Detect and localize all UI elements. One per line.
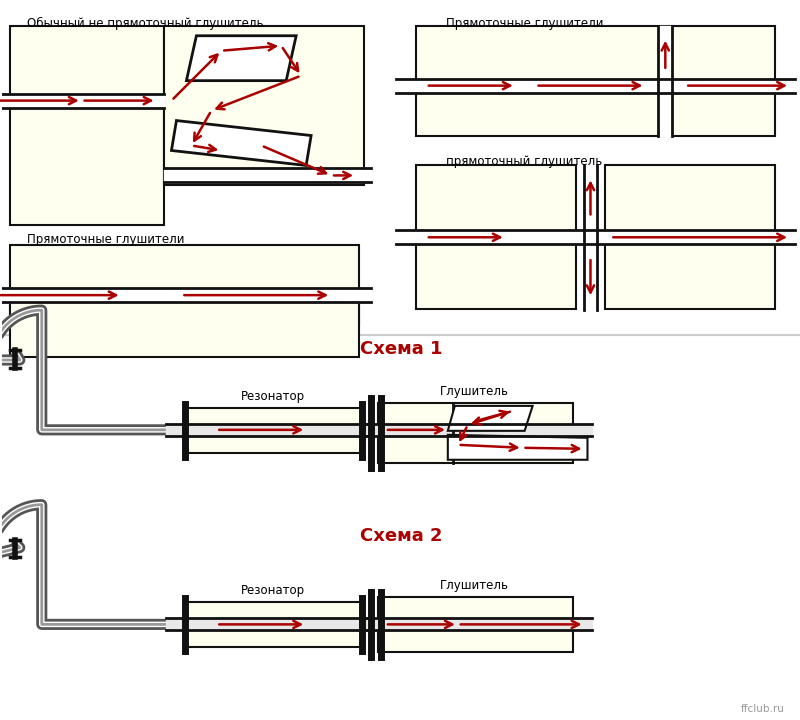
Bar [416,240,575,309]
Polygon shape [186,36,296,81]
Text: Схема 1: Схема 1 [360,340,442,358]
Polygon shape [448,406,533,431]
Bar [606,166,775,234]
Bar [165,26,364,186]
Text: Прямоточные глушители: Прямоточные глушители [446,17,603,30]
Text: Глушитель: Глушитель [440,580,510,593]
Text: Резонатор: Резонатор [241,390,306,403]
Bar [10,26,165,225]
Text: Резонатор: Резонатор [241,585,306,598]
Bar [378,598,573,652]
Text: ffclub.ru: ffclub.ru [741,704,785,714]
Polygon shape [171,120,311,166]
Bar [10,246,359,325]
Text: Обычный не прямоточный глушитель: Обычный не прямоточный глушитель [26,17,263,30]
Bar [186,408,361,453]
Bar [416,166,575,234]
Bar [606,240,775,309]
Text: прямоточный глушитель: прямоточный глушитель [446,156,602,168]
Bar [186,603,361,647]
Polygon shape [448,435,587,460]
Bar [10,302,359,357]
Text: Глушитель: Глушитель [440,385,510,398]
Text: Прямоточные глушители: Прямоточные глушители [26,233,184,246]
Bar [378,403,573,463]
Bar [416,26,775,135]
Text: Схема 2: Схема 2 [360,526,442,544]
